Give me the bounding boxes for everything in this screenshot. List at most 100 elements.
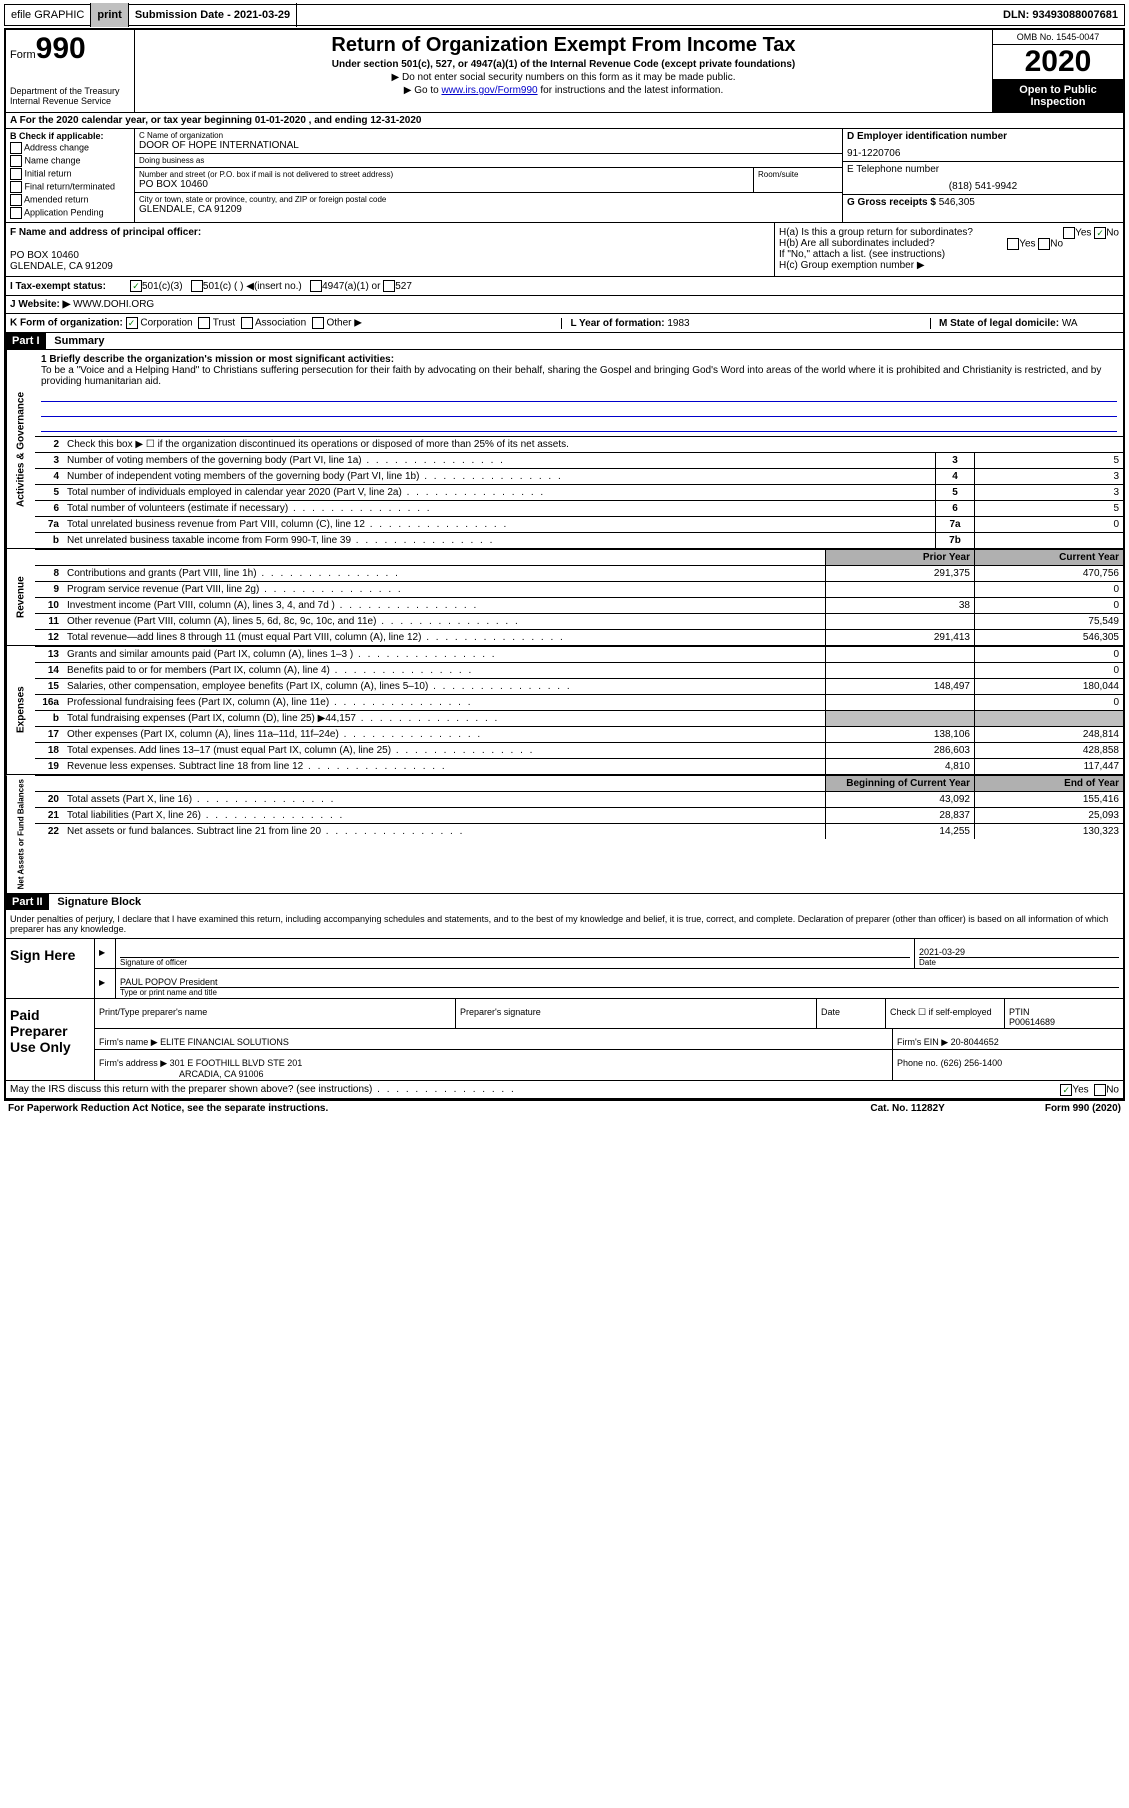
- chk-corp[interactable]: ✓: [126, 317, 138, 329]
- opt-527: 527: [395, 281, 412, 292]
- name-title-line: PAUL POPOV President Type or print name …: [95, 969, 1123, 998]
- year-formation-value: 1983: [667, 318, 689, 329]
- section-m: M State of legal domicile: WA: [930, 318, 1119, 329]
- table-row: 7aTotal unrelated business revenue from …: [35, 517, 1123, 533]
- preparer-line2: Firm's name ▶ ELITE FINANCIAL SOLUTIONS …: [95, 1029, 1123, 1050]
- hc-label: H(c) Group exemption number ▶: [779, 260, 1119, 271]
- rev-table: Prior Year Current Year: [35, 549, 1123, 565]
- chk-amended[interactable]: Amended return: [10, 194, 130, 206]
- footer: For Paperwork Reduction Act Notice, see …: [4, 1101, 1125, 1116]
- firm-addr-label: Firm's address ▶: [99, 1058, 167, 1068]
- firm-ein: Firm's EIN ▶ 20-8044652: [893, 1029, 1123, 1049]
- opt-501c3: 501(c)(3): [142, 281, 183, 292]
- section-l: L Year of formation: 1983: [561, 318, 730, 329]
- form-org-label: K Form of organization:: [10, 318, 123, 329]
- ha-yes: Yes: [1075, 228, 1091, 239]
- part1-title: Summary: [48, 333, 110, 349]
- prep-name: Print/Type preparer's name: [95, 999, 456, 1028]
- section-j: J Website: ▶ WWW.DOHI.ORG: [6, 296, 1123, 314]
- org-name-cell: C Name of organization DOOR OF HOPE INTE…: [135, 129, 842, 154]
- form-container: Form990 Department of the Treasury Inter…: [4, 28, 1125, 1101]
- chk-name-change[interactable]: Name change: [10, 155, 130, 167]
- chk-initial-return[interactable]: Initial return: [10, 168, 130, 180]
- chk-assoc[interactable]: [241, 317, 253, 329]
- chk-address-change[interactable]: Address change: [10, 142, 130, 154]
- street-label: Number and street (or P.O. box if mail i…: [139, 170, 749, 179]
- irs-link[interactable]: www.irs.gov/Form990: [441, 85, 537, 96]
- declaration: Under penalties of perjury, I declare th…: [6, 910, 1123, 939]
- dba-cell: Doing business as: [135, 154, 842, 168]
- chk-trust[interactable]: [198, 317, 210, 329]
- prep-self: Check ☐ if self-employed: [886, 999, 1005, 1028]
- mission-text: To be a "Voice and a Helping Hand" to Ch…: [41, 365, 1117, 387]
- na-rows: 20Total assets (Part X, line 16)43,09215…: [35, 791, 1123, 839]
- firm-phone-value: (626) 256-1400: [941, 1058, 1003, 1068]
- year-header-row: Prior Year Current Year: [35, 550, 1123, 566]
- table-row: 17Other expenses (Part IX, column (A), l…: [35, 727, 1123, 743]
- opt-other: Other ▶: [326, 318, 361, 329]
- begin-year-header: Beginning of Current Year: [826, 776, 975, 792]
- sig-officer: Signature of officer: [116, 939, 915, 968]
- table-row: bNet unrelated business taxable income f…: [35, 533, 1123, 549]
- ag-table: 2Check this box ▶ ☐ if the organization …: [35, 436, 1123, 452]
- phone-value: (818) 541-9942: [847, 181, 1119, 192]
- name-title: PAUL POPOV President Type or print name …: [116, 969, 1123, 998]
- room-label: Room/suite: [758, 170, 838, 179]
- chk-final-return[interactable]: Final return/terminated: [10, 181, 130, 193]
- mission-label: 1 Briefly describe the organization's mi…: [41, 354, 1117, 365]
- name-title-label: Type or print name and title: [120, 987, 1119, 997]
- discuss-yes: Yes: [1072, 1085, 1088, 1096]
- street-value: PO BOX 10460: [139, 179, 749, 190]
- form-header: Form990 Department of the Treasury Inter…: [6, 30, 1123, 113]
- section-c: C Name of organization DOOR OF HOPE INTE…: [135, 129, 842, 222]
- street-cell: Number and street (or P.O. box if mail i…: [135, 168, 754, 192]
- q2-text: Check this box ▶ ☐ if the organization d…: [63, 437, 1123, 453]
- sign-here-label: Sign Here: [6, 939, 95, 998]
- table-row: 12Total revenue—add lines 8 through 11 (…: [35, 630, 1123, 646]
- hb-yes: Yes: [1019, 239, 1035, 250]
- tax-year: 2020: [993, 45, 1123, 80]
- year-formation-label: L Year of formation:: [570, 318, 664, 329]
- prior-year-header: Prior Year: [826, 550, 975, 566]
- discuss-row: May the IRS discuss this return with the…: [6, 1081, 1123, 1099]
- gross-label: G Gross receipts $: [847, 197, 936, 208]
- sig-date-label: Date: [919, 957, 1119, 967]
- prep-date: Date: [817, 999, 886, 1028]
- ein-label: D Employer identification number: [847, 131, 1119, 142]
- section-h: H(a) Is this a group return for subordin…: [774, 223, 1123, 276]
- preparer-line1: Print/Type preparer's name Preparer's si…: [95, 999, 1123, 1029]
- table-row: 14Benefits paid to or for members (Part …: [35, 663, 1123, 679]
- current-year-header: Current Year: [975, 550, 1124, 566]
- chk-other[interactable]: [312, 317, 324, 329]
- cat-number: Cat. No. 11282Y: [870, 1103, 944, 1114]
- form-number: Form990: [10, 32, 130, 66]
- arrow-icon: [95, 969, 116, 998]
- firm-phone-label: Phone no.: [897, 1058, 938, 1068]
- chk-501c[interactable]: [191, 280, 203, 292]
- chk-527[interactable]: [383, 280, 395, 292]
- table-row: 16aProfessional fundraising fees (Part I…: [35, 695, 1123, 711]
- prep-sig: Preparer's signature: [456, 999, 817, 1028]
- tax-exempt-label: I Tax-exempt status:: [10, 281, 130, 292]
- discuss-text: May the IRS discuss this return with the…: [10, 1084, 516, 1095]
- chk-pending[interactable]: Application Pending: [10, 207, 130, 219]
- ha-no: No: [1106, 228, 1119, 239]
- section-b: B Check if applicable: Address change Na…: [6, 129, 135, 222]
- prep-date-label: Date: [821, 1007, 881, 1017]
- mission-line: [41, 404, 1117, 417]
- part1-rev: Revenue Prior Year Current Year 8Contrib…: [6, 549, 1123, 646]
- chk-4947[interactable]: [310, 280, 322, 292]
- chk-501c3[interactable]: ✓: [130, 280, 142, 292]
- firm-name: Firm's name ▶ ELITE FINANCIAL SOLUTIONS: [95, 1029, 893, 1049]
- hb-label: H(b) Are all subordinates included?: [779, 238, 935, 249]
- irs-label: Internal Revenue Service: [10, 96, 130, 106]
- form-ref: Form 990 (2020): [1045, 1103, 1121, 1114]
- print-button[interactable]: print: [91, 3, 128, 27]
- sig-date-value: 2021-03-29: [919, 947, 1119, 957]
- discuss-yes-chk[interactable]: ✓: [1060, 1084, 1072, 1096]
- city-label: City or town, state or province, country…: [139, 195, 838, 204]
- discuss-no-chk[interactable]: [1094, 1084, 1106, 1096]
- table-row: 22Net assets or fund balances. Subtract …: [35, 824, 1123, 840]
- section-klm: K Form of organization: ✓ Corporation Tr…: [6, 314, 1123, 333]
- rev-rows: 8Contributions and grants (Part VIII, li…: [35, 565, 1123, 645]
